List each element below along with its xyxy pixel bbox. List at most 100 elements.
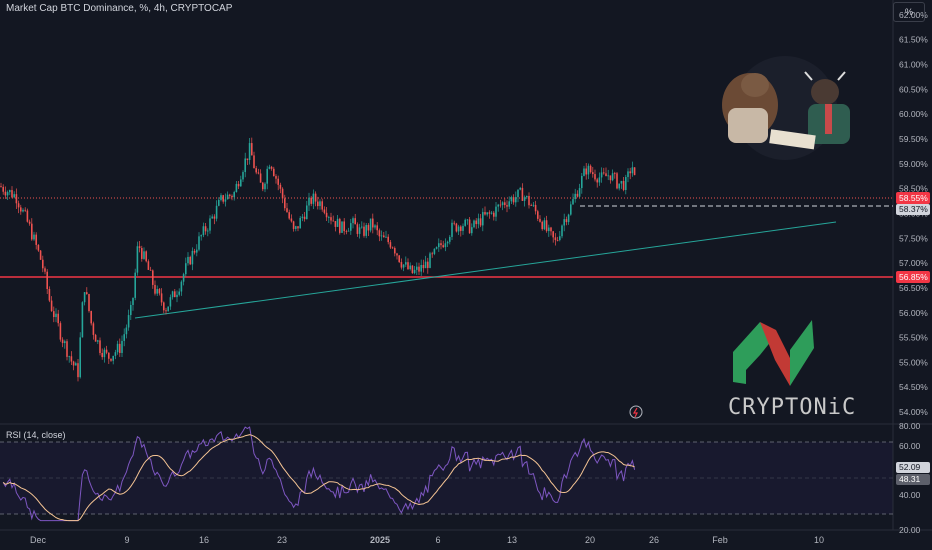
candle-body	[204, 226, 207, 232]
candle-body	[266, 168, 268, 184]
x-tick-label: 26	[649, 535, 659, 545]
candle-body	[160, 293, 163, 303]
candle-body	[620, 180, 623, 184]
candle-body	[464, 219, 466, 226]
candle-body	[231, 195, 233, 198]
candle-body	[226, 194, 229, 200]
y-tick-label: 61.50%	[899, 35, 928, 45]
candle-body	[42, 259, 44, 269]
candle-body	[530, 205, 532, 207]
candle-body	[121, 340, 123, 353]
candle-body	[328, 217, 330, 218]
candle-body	[314, 193, 317, 202]
candle-body	[171, 291, 174, 298]
candle-body	[554, 237, 557, 241]
candle-body	[378, 230, 381, 237]
candle-body	[138, 246, 141, 249]
candle-body	[251, 143, 253, 156]
candle-body	[229, 194, 231, 196]
candle-body	[539, 218, 541, 222]
candle-body	[387, 236, 389, 243]
candle-body	[189, 256, 191, 265]
candle-body	[99, 340, 101, 353]
candle-body	[200, 235, 202, 237]
candle-body	[50, 300, 53, 312]
candle-body	[116, 343, 119, 353]
candle-body	[537, 211, 539, 219]
candle-body	[180, 281, 183, 292]
y-tick-label: 54.50%	[899, 382, 928, 392]
candle-body	[515, 197, 517, 203]
candle-body	[202, 226, 205, 236]
candle-body	[598, 177, 601, 183]
candle-body	[396, 253, 398, 256]
candle-body	[11, 190, 13, 198]
candle-body	[279, 184, 282, 189]
candle-body	[224, 199, 227, 202]
candle-body	[301, 216, 304, 218]
candle-body	[154, 284, 156, 294]
lightning-icon[interactable]	[629, 405, 643, 419]
cryptonic-logo-icon	[733, 320, 814, 386]
candle-body	[127, 315, 130, 328]
candle-body	[541, 221, 543, 230]
candle-body	[103, 349, 106, 358]
candle-body	[134, 272, 136, 298]
candle-body	[466, 219, 469, 221]
candle-body	[622, 180, 625, 190]
y-tick-label: 57.50%	[899, 233, 928, 243]
candle-body	[308, 197, 310, 206]
rsi-ma-line	[2, 434, 635, 522]
x-tick-label: 13	[507, 535, 517, 545]
candle-body	[277, 178, 279, 185]
candle-body	[433, 248, 436, 254]
candle-body	[33, 234, 35, 240]
candle-body	[165, 310, 167, 312]
candle-body	[235, 183, 238, 193]
candle-body	[369, 218, 372, 231]
candle-body	[440, 243, 442, 246]
candle-body	[31, 223, 33, 240]
unit-toggle-button[interactable]: %	[893, 2, 925, 22]
candle-body	[380, 235, 383, 237]
candle-body	[130, 304, 132, 316]
candle-body	[550, 227, 552, 232]
candle-body	[323, 209, 326, 213]
candle-body	[114, 352, 117, 356]
candle-body	[257, 172, 260, 174]
candle-body	[59, 323, 62, 340]
brand-name: CRYPTONiC	[728, 395, 857, 420]
candle-body	[55, 313, 57, 318]
candle-body	[453, 222, 455, 224]
candle-body	[75, 363, 77, 366]
candle-body	[48, 289, 51, 301]
candle-body	[519, 187, 521, 190]
candle-body	[330, 217, 332, 221]
rsi-axis-label: 60.00	[899, 441, 921, 451]
candle-body	[198, 236, 200, 250]
candle-body	[77, 363, 79, 378]
dashed-level-badge-text: 58.37%	[899, 204, 928, 214]
candle-body	[152, 270, 154, 285]
candle-body	[44, 268, 46, 272]
candle-body	[552, 231, 554, 238]
candle-body	[486, 212, 488, 215]
candle-body	[28, 221, 31, 224]
candle-body	[61, 339, 64, 344]
candle-body	[275, 176, 277, 179]
candle-body	[207, 230, 209, 232]
candle-body	[449, 236, 451, 242]
candle-body	[343, 221, 345, 232]
candle-body	[563, 219, 565, 226]
candle-body	[581, 175, 583, 189]
candle-body	[281, 188, 284, 199]
candle-body	[158, 289, 161, 294]
candle-body	[422, 264, 425, 269]
rsi-value-badge: 52.09	[896, 462, 930, 473]
candle-body	[222, 195, 224, 202]
time-axis-ticks: Dec 9 16 23 2025 6 13 20 26 Feb 10	[30, 535, 824, 545]
x-tick-label: Dec	[30, 535, 47, 545]
candle-body	[510, 197, 513, 202]
candle-body	[270, 166, 273, 169]
